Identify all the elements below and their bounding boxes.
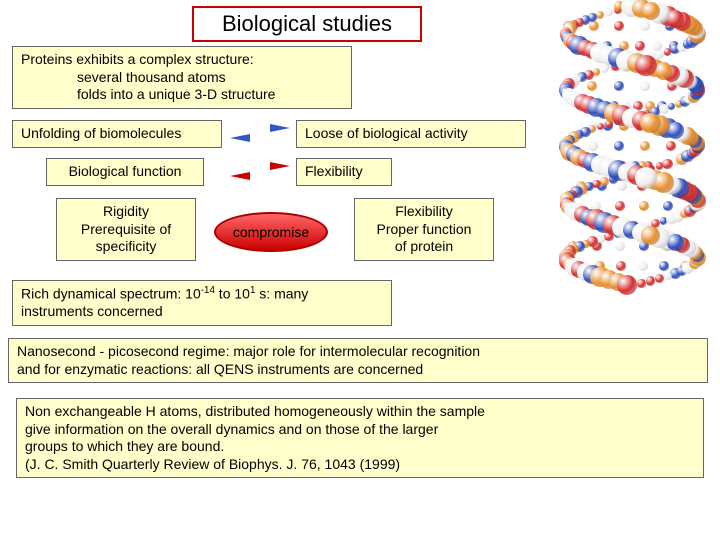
dna-atom [600,177,608,185]
dna-atom [614,81,624,91]
dna-atom [640,81,650,91]
unfolding-box: Unfolding of biomolecules [12,120,222,148]
dna-atom [617,275,637,295]
spectrum-box: Rich dynamical spectrum: 10-14 to 101 s:… [12,280,392,326]
flex-l3: of protein [395,238,453,254]
dna-atom [615,241,625,251]
regime-l1: Nanosecond - picosecond regime: major ro… [17,343,480,359]
dna-atom [614,21,624,31]
cite-l2: give information on the overall dynamics… [25,421,438,437]
dna-atom [640,113,661,134]
page-title: Biological studies [192,6,422,42]
rigidity-l2: Prerequisite of [81,221,171,237]
dna-atom [615,201,625,211]
rigidity-box: Rigidity Prerequisite of specificity [56,198,196,261]
dna-atom [587,81,597,91]
dna-helix-image [552,6,712,286]
intro-line3: folds into a unique 3-D structure [21,86,343,104]
dna-atom [593,68,600,75]
dna-atom [655,274,665,284]
dna-atom [640,141,650,151]
compromise-label: compromise [233,224,309,240]
dna-atom [605,8,613,16]
dna-atom [655,50,664,59]
dna-atom [597,123,604,130]
loose-activity-box: Loose of biological activity [296,120,526,148]
rigidity-l3: specificity [96,238,157,254]
arrow-pair-2 [230,162,290,180]
flexibility-box: Flexibility [296,158,392,186]
dna-atom [639,201,649,211]
citation-box: Non exchangeable H atoms, distributed ho… [16,398,704,478]
spectrum-l2: instruments concerned [21,303,163,319]
dna-atom [637,279,645,287]
dna-atom [666,141,676,151]
dna-atom [664,48,671,55]
dna-atom [617,181,627,191]
dna-atom [642,2,660,20]
spectrum-exp1: -14 [201,285,215,296]
dna-atom [588,141,598,151]
dna-atom [646,276,655,285]
dna-atom [635,55,656,76]
dna-atom [641,226,660,245]
spectrum-b: to 10 [215,286,250,302]
intro-line1: Proteins exhibits a complex structure: [21,51,254,67]
dna-atom [638,261,648,271]
dna-atom [640,21,650,31]
dna-atom [663,201,673,211]
dna-atom [635,167,657,189]
intro-box: Proteins exhibits a complex structure: s… [12,46,352,109]
dna-atom [664,272,672,280]
bio-function-box: Biological function [46,158,204,186]
dna-atom [589,21,599,31]
cite-l4: (J. C. Smith Quarterly Review of Biophys… [25,456,400,472]
regime-box: Nanosecond - picosecond regime: major ro… [8,338,708,383]
spectrum-c: s: many [255,286,308,302]
dna-atom [659,261,669,271]
flex-l1: Flexibility [395,203,453,219]
cite-l1: Non exchangeable H atoms, distributed ho… [25,403,485,419]
compromise-oval: compromise [214,212,328,252]
regime-l2: and for enzymatic reactions: all QENS in… [17,361,423,377]
dna-atom [601,66,608,73]
flex-l2: Proper function [377,221,472,237]
dna-atom [614,141,624,151]
spectrum-a: Rich dynamical spectrum: 10 [21,286,201,302]
arrow-pair-1 [230,124,290,142]
rigidity-l1: Rigidity [103,203,149,219]
dna-atom [596,11,604,19]
dna-atom [655,62,672,79]
flex-protein-box: Flexibility Proper function of protein [354,198,494,261]
dna-atom [662,159,672,169]
intro-line2: several thousand atoms [21,69,343,87]
dna-atom [616,261,626,271]
dna-atom [635,41,645,51]
cite-l3: groups to which they are bound. [25,438,224,454]
